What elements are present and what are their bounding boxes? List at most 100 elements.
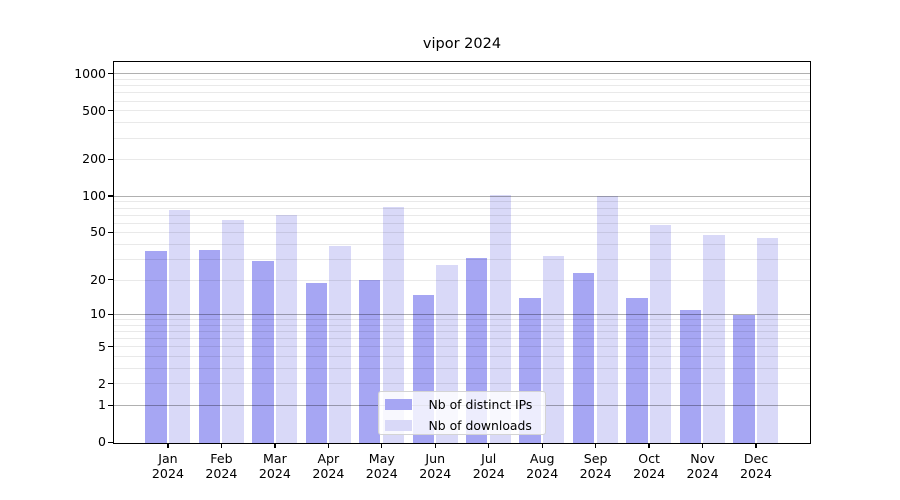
x-tick-label: May 2024 <box>347 451 417 482</box>
y-tick <box>107 109 114 112</box>
x-tick-label-month: May <box>368 450 395 466</box>
x-tick-label-month: Oct <box>638 450 660 466</box>
legend-swatch-distinct-ips <box>384 399 412 410</box>
legend-label-distinct-ips: Nb of distinct IPs <box>428 396 533 412</box>
x-tick-label-month: Jan <box>158 450 178 466</box>
x-tick <box>648 443 650 448</box>
gridline-minor <box>114 368 810 370</box>
x-tick-label-year: 2024 <box>258 466 291 481</box>
y-tick <box>107 313 114 315</box>
bar-downloads <box>756 238 779 443</box>
y-tick-label: 50 <box>90 224 106 240</box>
gridline-minor <box>114 324 810 326</box>
x-tick-label: Jun 2024 <box>400 451 470 482</box>
x-tick-label-month: Aug <box>529 450 555 466</box>
x-tick-label: Jan 2024 <box>133 451 203 482</box>
x-tick-label: Jul 2024 <box>454 451 524 482</box>
y-tick-label: 1 <box>98 397 106 413</box>
gridline-major <box>114 314 810 316</box>
x-tick-label-month: Jul <box>481 450 497 466</box>
x-tick <box>167 443 169 448</box>
x-tick <box>274 443 276 448</box>
x-tick-label-month: Dec <box>743 450 769 466</box>
y-tick <box>107 383 114 385</box>
bar-downloads <box>222 219 244 443</box>
x-tick-label: Nov 2024 <box>668 451 738 482</box>
gridline-minor <box>114 159 810 161</box>
y-tick <box>107 158 114 160</box>
x-tick-label-year: 2024 <box>579 466 612 481</box>
x-tick-label-month: Mar <box>262 450 287 466</box>
bar-downloads <box>329 245 351 443</box>
y-tick-label: 5 <box>98 338 106 354</box>
y-tick <box>107 441 114 443</box>
y-tick <box>107 346 114 348</box>
gridline-minor <box>114 258 810 260</box>
legend-row-downloads: Nb of downloads <box>384 418 545 434</box>
x-tick-label: Aug 2024 <box>507 451 577 482</box>
gridline-major <box>114 195 810 197</box>
x-tick <box>381 443 383 448</box>
x-tick-label: Feb 2024 <box>186 451 256 482</box>
x-tick-label: Sep 2024 <box>561 451 631 482</box>
y-tick-label: 10 <box>90 306 106 322</box>
gridline-minor <box>114 207 810 209</box>
gridline-minor <box>114 383 810 385</box>
x-tick-label-month: Feb <box>210 450 233 466</box>
y-tick <box>107 72 114 75</box>
x-tick-label-month: Nov <box>690 450 715 466</box>
bar-downloads <box>382 207 405 443</box>
bar-downloads <box>489 195 512 443</box>
gridline-minor <box>114 356 810 358</box>
x-tick <box>595 443 597 448</box>
bar-distinct-ips <box>359 280 381 443</box>
gridline-minor <box>114 92 810 94</box>
y-tick <box>107 404 114 406</box>
gridline-minor <box>114 222 810 224</box>
x-tick-label-year: 2024 <box>686 466 719 481</box>
x-tick-label-year: 2024 <box>633 466 666 481</box>
gridline-minor <box>114 346 810 348</box>
bar-downloads <box>596 196 618 443</box>
y-tick <box>107 195 114 197</box>
bar-distinct-ips <box>733 314 755 443</box>
x-tick-label-year: 2024 <box>472 466 505 481</box>
gridline-minor <box>114 137 810 139</box>
x-tick <box>327 443 329 448</box>
gridline-minor <box>114 122 810 124</box>
gridline-minor <box>114 338 810 340</box>
gridline-minor <box>114 79 810 80</box>
gridline-minor <box>114 85 810 87</box>
x-tick <box>755 443 757 448</box>
gridline-minor <box>114 319 810 321</box>
gridline-minor <box>114 331 810 333</box>
x-tick-label: Oct 2024 <box>614 451 684 482</box>
y-tick <box>107 231 114 234</box>
bar-downloads <box>275 215 298 443</box>
y-tick-label: 2 <box>98 375 106 391</box>
gridline-minor <box>114 279 810 281</box>
x-tick-label: Dec 2024 <box>721 451 791 482</box>
bar-distinct-ips <box>679 309 702 443</box>
gridline-minor <box>114 110 810 112</box>
x-tick <box>541 443 543 448</box>
x-tick <box>488 443 490 448</box>
x-tick-label-month: Sep <box>583 450 608 466</box>
y-tick <box>107 279 114 281</box>
y-tick-label: 100 <box>82 188 106 203</box>
x-tick-label-year: 2024 <box>205 466 238 481</box>
x-tick <box>434 443 436 448</box>
y-tick-label: 20 <box>90 271 106 287</box>
gridline-minor <box>114 243 810 245</box>
bar-distinct-ips <box>572 272 595 443</box>
bar-downloads <box>543 255 565 443</box>
bar-distinct-ips <box>252 261 274 443</box>
x-tick-label-year: 2024 <box>526 466 559 481</box>
x-tick-label-month: Apr <box>317 450 340 466</box>
legend-row-distinct-ips: Nb of distinct IPs <box>384 396 545 413</box>
bar-downloads <box>650 224 672 443</box>
bar-distinct-ips <box>145 251 167 443</box>
gridline-minor <box>114 100 810 102</box>
bar-downloads <box>168 210 191 443</box>
x-tick-label-year: 2024 <box>365 466 398 481</box>
